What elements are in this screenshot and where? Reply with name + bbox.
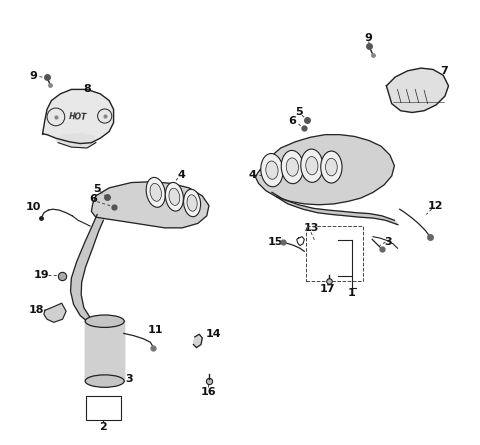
Text: 17: 17 xyxy=(320,284,336,294)
Polygon shape xyxy=(71,214,123,331)
Text: 19: 19 xyxy=(34,270,49,280)
Polygon shape xyxy=(91,182,209,228)
Ellipse shape xyxy=(286,158,299,176)
Text: 4: 4 xyxy=(178,170,185,180)
Text: 13: 13 xyxy=(303,223,319,233)
Polygon shape xyxy=(255,135,395,205)
Polygon shape xyxy=(56,134,96,148)
Text: 14: 14 xyxy=(205,329,221,339)
Polygon shape xyxy=(193,334,202,348)
Ellipse shape xyxy=(261,154,283,187)
Polygon shape xyxy=(386,68,448,113)
Ellipse shape xyxy=(266,161,278,179)
Polygon shape xyxy=(43,89,114,144)
Bar xyxy=(85,396,121,420)
Text: 16: 16 xyxy=(200,387,216,397)
Ellipse shape xyxy=(321,151,342,183)
Text: 5: 5 xyxy=(93,184,101,194)
Ellipse shape xyxy=(187,195,197,211)
Text: 3: 3 xyxy=(385,238,393,247)
Ellipse shape xyxy=(165,182,183,211)
Text: HOT: HOT xyxy=(69,112,87,122)
Ellipse shape xyxy=(85,375,124,387)
Text: 10: 10 xyxy=(26,202,41,212)
Text: 5: 5 xyxy=(295,107,302,117)
Text: 9: 9 xyxy=(30,71,37,81)
Text: 7: 7 xyxy=(440,66,448,76)
Text: 8: 8 xyxy=(83,85,91,94)
Ellipse shape xyxy=(85,315,124,328)
Ellipse shape xyxy=(183,189,201,217)
Ellipse shape xyxy=(301,149,323,182)
Text: 12: 12 xyxy=(427,201,443,210)
Text: 2: 2 xyxy=(99,422,107,433)
Text: 6: 6 xyxy=(288,116,296,126)
Ellipse shape xyxy=(281,150,303,184)
Text: 11: 11 xyxy=(148,325,164,335)
Ellipse shape xyxy=(146,178,165,207)
Polygon shape xyxy=(85,321,124,381)
Text: 9: 9 xyxy=(365,33,372,43)
Bar xyxy=(306,226,363,281)
Ellipse shape xyxy=(306,157,318,175)
Text: 18: 18 xyxy=(29,305,45,316)
Text: 15: 15 xyxy=(268,238,283,247)
Text: 3: 3 xyxy=(125,374,133,384)
Ellipse shape xyxy=(169,188,180,206)
Ellipse shape xyxy=(325,158,337,176)
Polygon shape xyxy=(272,192,398,225)
Ellipse shape xyxy=(150,183,161,201)
Polygon shape xyxy=(44,303,66,322)
Text: 4: 4 xyxy=(249,170,256,180)
Text: 6: 6 xyxy=(89,194,96,204)
Text: 1: 1 xyxy=(348,288,356,299)
